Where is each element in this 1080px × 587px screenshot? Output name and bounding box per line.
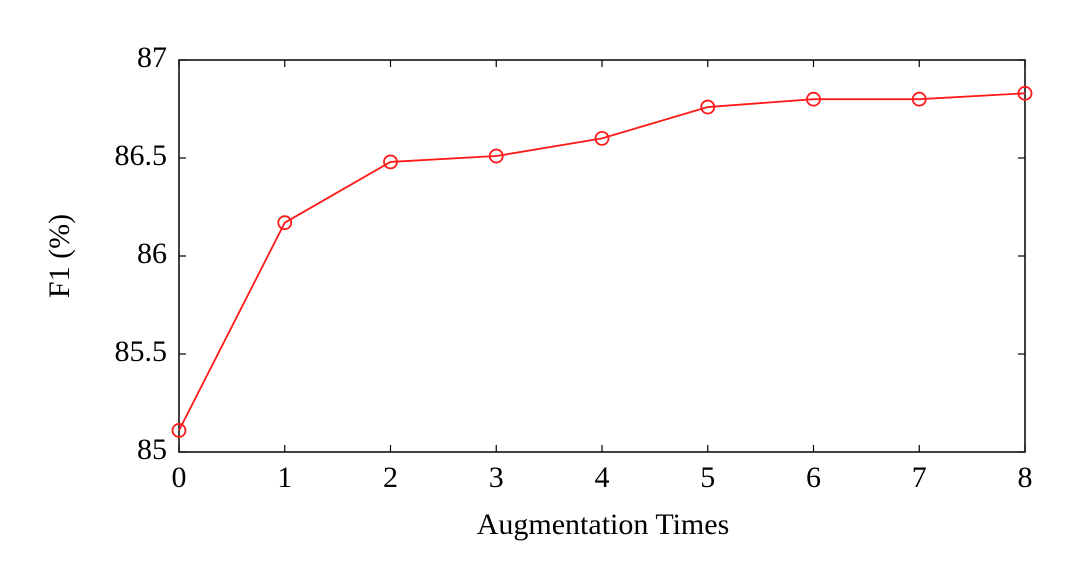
y-tick-label: 86: [137, 237, 167, 270]
data-point: [277, 215, 293, 231]
data-point: [594, 130, 610, 146]
x-axis-label: Augmentation Times: [477, 508, 730, 541]
y-tick-label: 85.5: [115, 335, 168, 368]
x-tick-label: 8: [1018, 461, 1033, 494]
y-tick-label: 85: [137, 433, 167, 466]
y-tick-label: 87: [137, 41, 167, 74]
data-point: [488, 148, 504, 164]
data-point: [806, 91, 821, 107]
data-point: [383, 154, 398, 170]
data-point: [1017, 85, 1033, 101]
x-tick-label: 1: [277, 461, 292, 494]
plot-frame: [178, 59, 1026, 453]
x-tick-label: 0: [172, 461, 187, 494]
x-tick-label: 6: [806, 461, 821, 494]
x-tick-label: 3: [489, 461, 504, 494]
x-tick-label: 2: [383, 461, 398, 494]
data-point: [700, 99, 716, 115]
data-point: [171, 423, 187, 438]
y-axis-label: F1 (%): [43, 214, 76, 298]
x-tick-label: 4: [595, 461, 610, 494]
series-line: [178, 92, 1026, 431]
data-point: [911, 91, 927, 107]
x-tick-label: 5: [700, 461, 715, 494]
x-tick-label: 7: [912, 461, 927, 494]
y-tick-label: 86.5: [115, 139, 168, 172]
